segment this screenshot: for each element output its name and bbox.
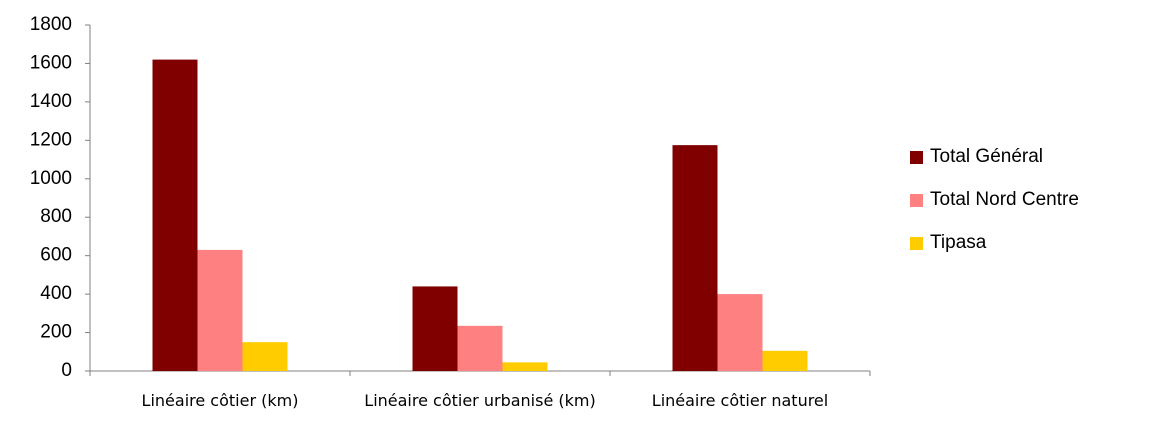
legend-label: Tipasa: [930, 232, 987, 253]
bar: [457, 325, 503, 371]
bar: [412, 286, 458, 371]
x-tick-label: Linéaire côtier naturel: [651, 391, 829, 410]
y-tick-label: 1800: [30, 14, 72, 35]
y-tick-label: 1000: [30, 168, 72, 189]
bar: [502, 362, 548, 371]
y-tick-label: 1600: [30, 52, 72, 73]
y-tick-label: 400: [40, 283, 72, 304]
y-tick-label: 600: [40, 245, 72, 266]
legend-swatch: [910, 151, 923, 164]
legend-label: Total Général: [930, 146, 1043, 167]
bar: [242, 342, 288, 371]
legend-label: Total Nord Centre: [930, 189, 1079, 210]
x-tick-label: Linéaire côtier urbanisé (km): [364, 391, 596, 410]
bar: [762, 350, 808, 371]
y-tick-label: 1400: [30, 91, 72, 112]
legend-swatch: [910, 237, 923, 250]
bar: [717, 294, 763, 371]
y-tick-label: 200: [40, 322, 72, 343]
legend-swatch: [910, 194, 923, 207]
y-tick-label: 1200: [30, 129, 72, 150]
y-tick-label: 0: [61, 360, 72, 381]
bar: [152, 59, 198, 371]
bar: [672, 145, 718, 371]
y-tick-label: 800: [40, 206, 72, 227]
bar: [197, 249, 243, 371]
x-tick-label: Linéaire côtier (km): [141, 391, 299, 410]
